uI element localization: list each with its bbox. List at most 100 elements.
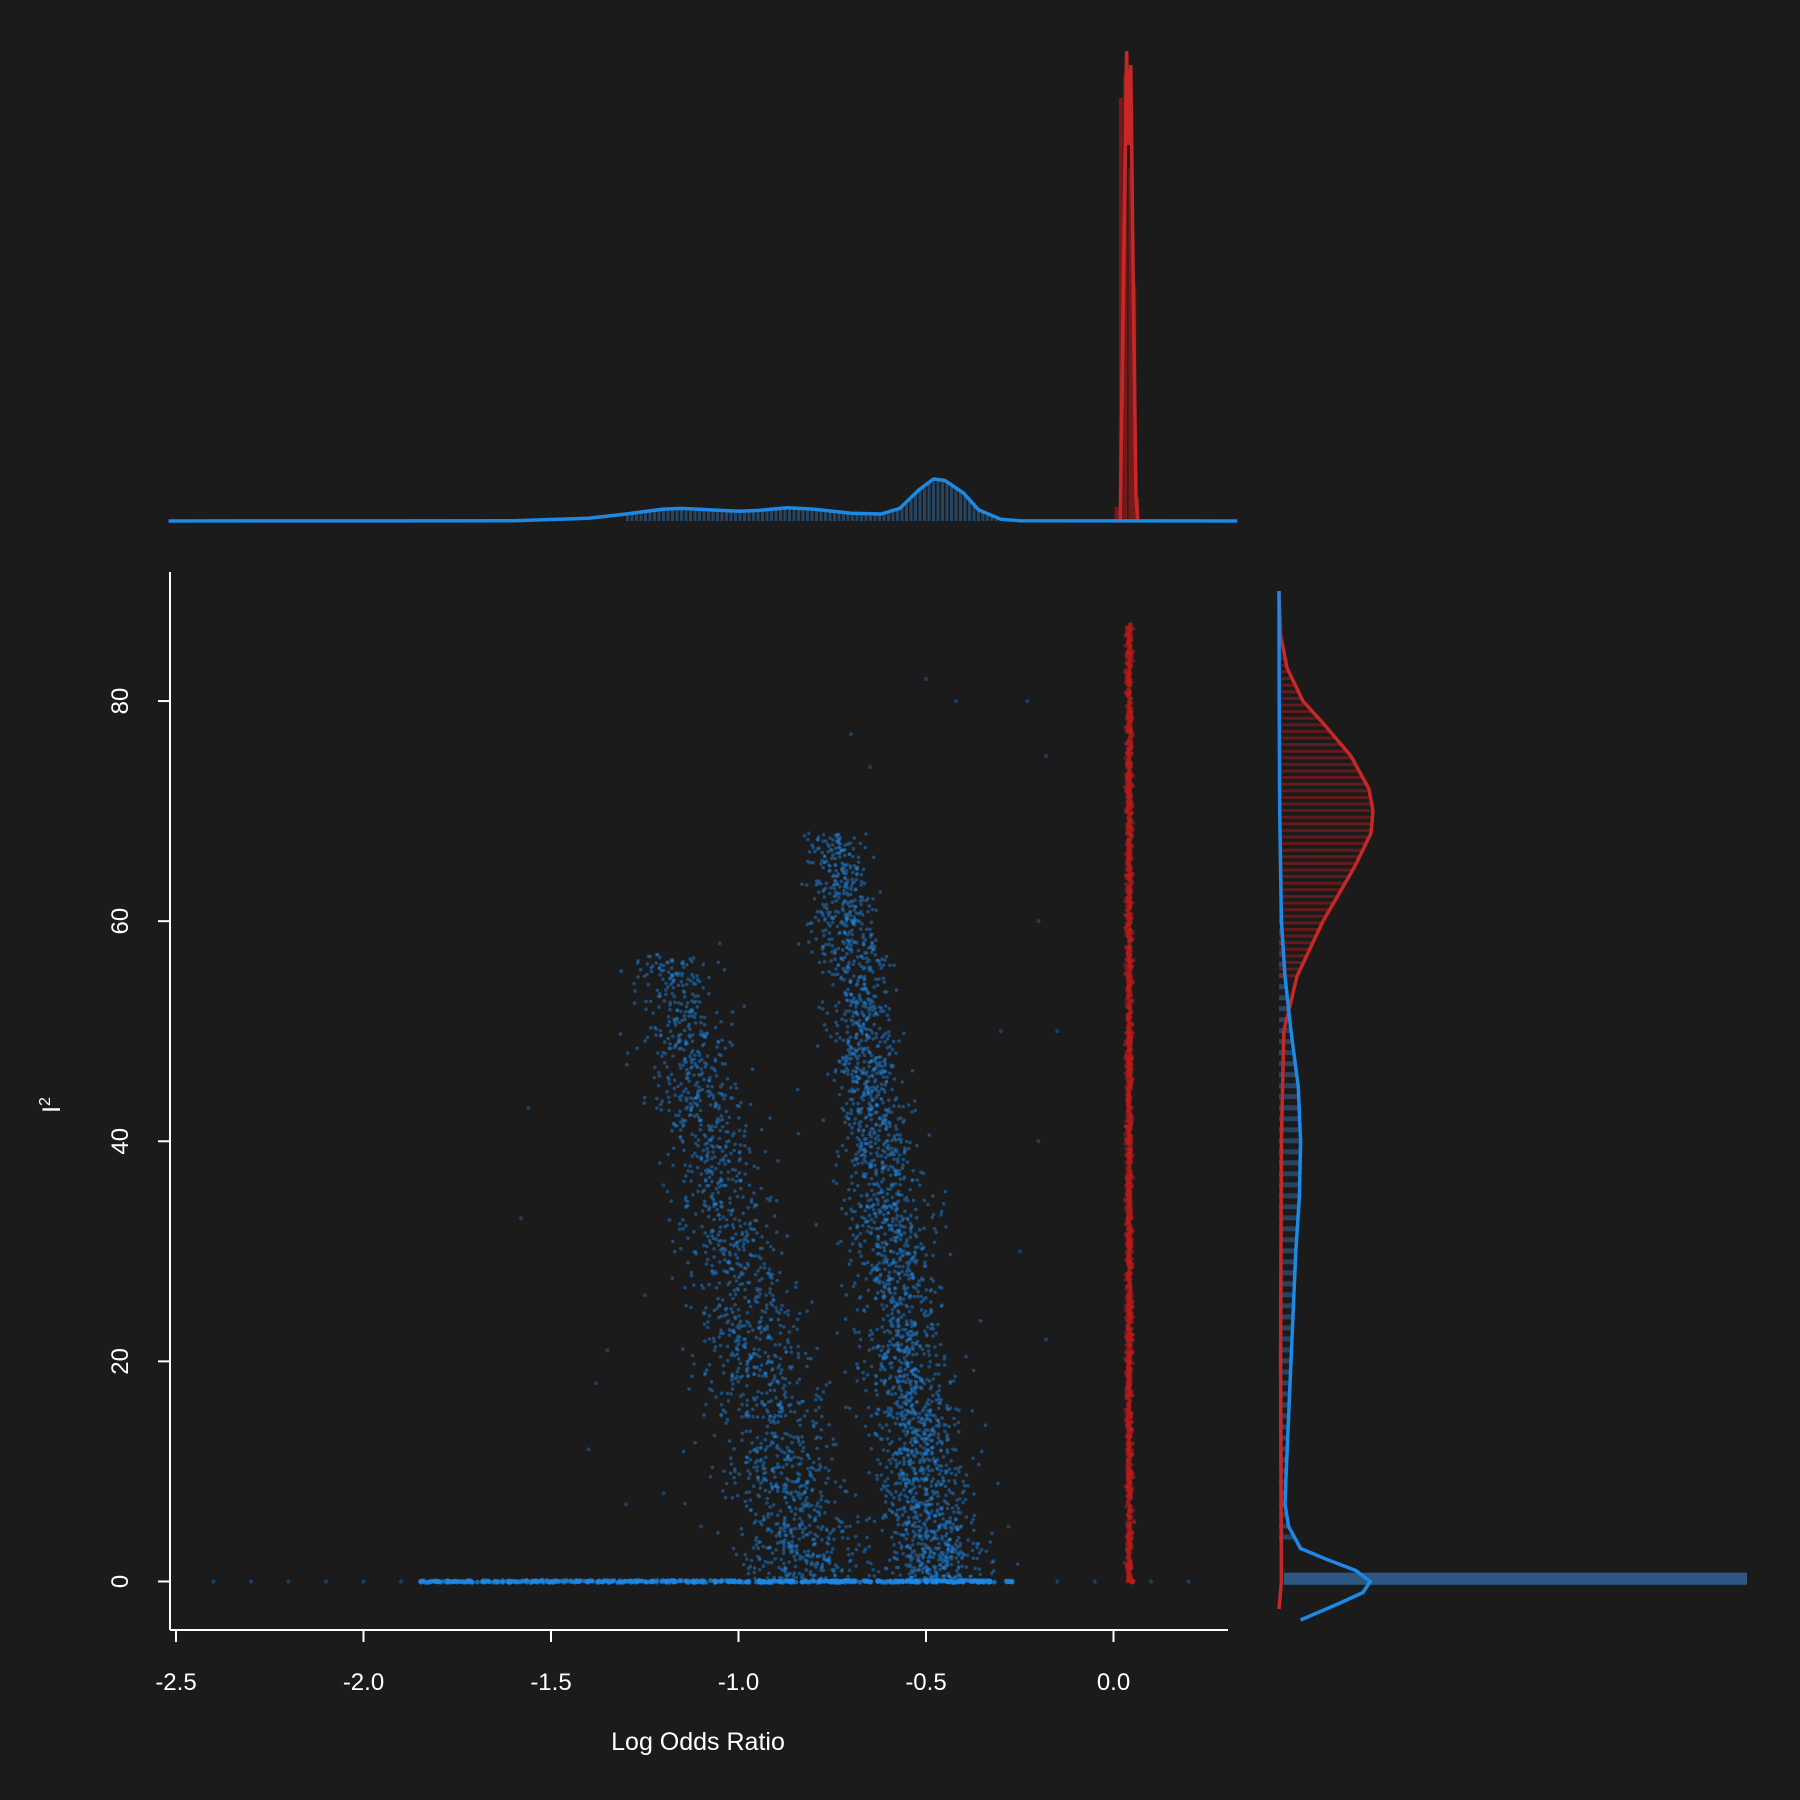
blue-point: [922, 1477, 927, 1481]
blue-point: [672, 1086, 677, 1091]
blue-point: [862, 977, 867, 982]
blue-point: [679, 1128, 683, 1132]
blue-point: [690, 1065, 694, 1069]
blue-point: [945, 1438, 949, 1442]
blue-point: [930, 1574, 935, 1579]
blue-point: [684, 1076, 689, 1081]
blue-point: [923, 1492, 928, 1497]
blue-point: [698, 1128, 703, 1132]
blue-point: [784, 1462, 789, 1467]
blue-point: [902, 1488, 906, 1492]
blue-point: [860, 1050, 865, 1055]
blue-point: [863, 1547, 868, 1551]
blue-point: [893, 1182, 898, 1186]
blue-x-hist-bar: [819, 509, 823, 521]
blue-point: [905, 1499, 910, 1504]
blue-point: [871, 1097, 876, 1102]
blue-point: [900, 1080, 904, 1084]
blue-point: [897, 1328, 901, 1333]
blue-point: [790, 1479, 794, 1484]
blue-point: [797, 1490, 801, 1495]
blue-x-hist-bar: [882, 513, 886, 521]
blue-point: [724, 1217, 729, 1222]
blue-point: [766, 1515, 770, 1519]
blue-point: [858, 1107, 863, 1112]
blue-x-hist-bar: [630, 513, 634, 521]
blue-point: [625, 1062, 629, 1067]
blue-point: [695, 974, 699, 978]
blue-x-hist-bar: [684, 508, 688, 521]
blue-point: [837, 930, 842, 935]
blue-point: [710, 1228, 714, 1233]
blue-point: [847, 1061, 851, 1066]
blue-point: [907, 1554, 911, 1558]
blue-point: [678, 1135, 683, 1139]
blue-point: [933, 1565, 938, 1569]
blue-point: [925, 1447, 930, 1452]
blue-point: [894, 1138, 898, 1143]
blue-point: [731, 1546, 736, 1551]
blue-point: [871, 1182, 876, 1186]
blue-point: [925, 1509, 929, 1514]
blue-point: [682, 990, 687, 995]
blue-point: [908, 1462, 912, 1466]
blue-point: [874, 1277, 878, 1281]
blue-point: [926, 1428, 930, 1432]
blue-point: [874, 1168, 878, 1172]
blue-point: [733, 1189, 737, 1193]
blue-y-hist-bar: [1279, 1160, 1301, 1166]
red-y-hist-bar: [1279, 743, 1342, 747]
blue-point: [899, 1468, 903, 1472]
blue-point: [925, 1492, 930, 1496]
blue-point: [820, 1538, 824, 1542]
blue-x-hist-bar: [702, 509, 706, 521]
blue-point: [937, 1525, 942, 1529]
blue-point: [965, 1553, 970, 1557]
blue-point: [894, 1342, 898, 1346]
blue-point: [878, 1461, 883, 1466]
blue-point: [838, 855, 842, 859]
blue-point: [932, 1519, 937, 1524]
blue-point: [746, 1263, 751, 1268]
blue-point: [693, 1212, 698, 1216]
blue-point: [692, 1000, 696, 1005]
blue-point: [814, 1468, 818, 1473]
blue-point: [931, 1413, 935, 1417]
blue-point: [918, 1513, 923, 1517]
blue-point: [856, 1150, 861, 1154]
blue-point: [810, 1475, 815, 1479]
blue-point: [684, 962, 689, 967]
blue-point: [873, 938, 878, 943]
blue-point: [883, 1367, 887, 1372]
blue-point: [933, 1372, 937, 1376]
blue-point: [727, 1208, 731, 1213]
blue-point: [929, 1432, 933, 1436]
blue-point: [681, 1140, 685, 1144]
blue-point: [937, 1384, 942, 1388]
blue-point: [715, 1045, 719, 1049]
blue-point: [817, 1405, 821, 1410]
blue-point: [801, 1535, 805, 1539]
blue-point: [822, 959, 827, 964]
blue-point: [836, 892, 840, 896]
blue-point: [861, 1370, 865, 1375]
blue-point: [658, 1161, 662, 1165]
blue-point: [900, 1254, 904, 1258]
blue-point: [657, 1074, 662, 1078]
blue-point: [952, 1416, 956, 1421]
blue-point: [873, 1163, 877, 1168]
blue-point: [797, 1526, 802, 1530]
blue-point: [862, 1359, 867, 1364]
blue-point: [863, 845, 868, 850]
blue-point: [903, 1408, 907, 1413]
blue-point: [673, 1249, 677, 1254]
blue-point: [755, 1465, 760, 1469]
blue-point: [883, 1107, 888, 1112]
blue-point: [764, 1293, 768, 1297]
blue-point: [924, 1536, 929, 1541]
blue-point: [754, 1219, 759, 1223]
blue-point: [848, 841, 853, 846]
blue-point: [887, 1120, 891, 1125]
blue-point: [648, 954, 653, 959]
blue-point: [702, 1061, 707, 1065]
